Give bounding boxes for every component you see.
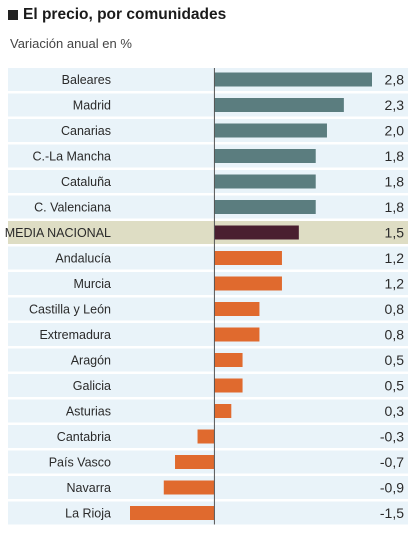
title-square-icon <box>8 10 18 20</box>
bar <box>214 174 316 189</box>
category-label: Castilla y León <box>29 303 111 317</box>
category-label: C.-La Mancha <box>32 150 111 164</box>
bars <box>130 72 372 520</box>
row-background <box>8 272 408 295</box>
value-label: 0,8 <box>385 301 405 317</box>
category-label: Baleares <box>62 73 111 87</box>
bar <box>214 225 299 240</box>
category-label: MEDIA NACIONAL <box>5 226 111 240</box>
category-labels: Baleares Madrid Canarias C.-La Mancha Catalu… <box>5 73 111 521</box>
chart-subtitle: Variación anual en % <box>10 36 132 51</box>
value-label: 1,8 <box>385 148 405 164</box>
row-background <box>8 297 408 321</box>
value-label: 2,8 <box>385 72 405 88</box>
category-label: País Vasco <box>49 456 111 470</box>
value-label: -0,7 <box>380 454 404 470</box>
chart-title: El precio, por comunidades <box>8 6 226 24</box>
bar <box>175 455 215 469</box>
bar <box>214 72 372 87</box>
row-background <box>8 399 408 423</box>
value-label: 0,3 <box>385 403 405 419</box>
value-label: 1,8 <box>385 174 405 190</box>
category-label: Aragón <box>71 354 111 368</box>
bar <box>214 200 316 214</box>
bar <box>214 353 243 367</box>
category-label: Andalucía <box>55 252 111 266</box>
bar <box>197 429 215 444</box>
category-label: Cantabria <box>57 430 111 444</box>
value-label: 2,3 <box>385 97 405 113</box>
category-label: Navarra <box>67 481 112 495</box>
value-label: -0,3 <box>380 429 404 445</box>
bar <box>214 327 260 342</box>
category-label: Murcia <box>73 277 111 291</box>
bar <box>214 123 327 138</box>
bar <box>214 378 243 393</box>
value-label: 0,8 <box>385 327 405 343</box>
row-background <box>8 93 408 117</box>
value-label: 1,8 <box>385 199 405 215</box>
value-label: 0,5 <box>385 352 405 368</box>
bar <box>214 98 344 112</box>
category-label: Extremadura <box>39 328 111 342</box>
value-label: 2,0 <box>385 123 405 139</box>
bar <box>214 404 232 418</box>
category-label: Madrid <box>73 99 111 113</box>
value-label: 0,5 <box>385 378 405 394</box>
bar <box>214 302 260 316</box>
category-label: Asturias <box>66 405 111 419</box>
category-label: La Rioja <box>65 507 111 521</box>
category-label: Canarias <box>61 124 111 138</box>
category-label: Cataluña <box>61 175 111 189</box>
row-background <box>8 221 408 244</box>
row-background <box>8 348 408 372</box>
value-label: 1,2 <box>385 276 405 292</box>
value-label: -0,9 <box>380 480 404 496</box>
row-background <box>8 246 408 270</box>
chart-title-text: El precio, por comunidades <box>23 6 227 23</box>
bar <box>214 149 316 163</box>
value-label: 1,5 <box>385 225 405 241</box>
value-labels: 2,8 2,3 2,0 1,8 1,8 1,8 1,5 1,2 1,2 0,8 0,8 0,5 0,5 0… <box>380 72 404 522</box>
value-label: -1,5 <box>380 505 404 521</box>
bar <box>214 276 282 291</box>
row-background <box>8 323 408 346</box>
bar <box>130 506 215 520</box>
category-label: Galicia <box>73 379 111 393</box>
bar <box>163 480 215 495</box>
value-label: 1,2 <box>385 250 405 266</box>
category-label: C. Valenciana <box>34 201 111 215</box>
row-background <box>8 374 408 397</box>
bar <box>214 251 282 265</box>
